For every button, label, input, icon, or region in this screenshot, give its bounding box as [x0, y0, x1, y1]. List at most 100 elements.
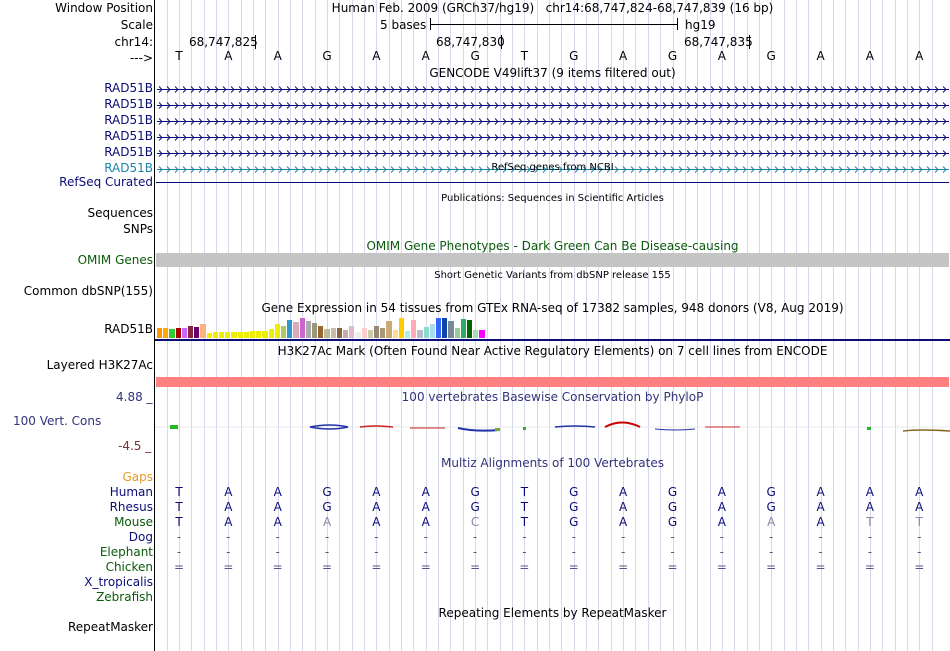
- gtex-tissue-bar[interactable]: [374, 326, 380, 338]
- gtex-tissue-bar[interactable]: [274, 324, 280, 338]
- gtex-tissue-bar[interactable]: [243, 332, 249, 338]
- gtex-tissue-bar[interactable]: [467, 320, 473, 338]
- gtex-tissue-bar[interactable]: [448, 321, 454, 338]
- dbsnp-label[interactable]: Common dbSNP(155): [23, 284, 153, 298]
- gtex-tissue-bar[interactable]: [175, 328, 181, 338]
- gencode-title[interactable]: GENCODE V49lift37 (9 items filtered out): [429, 66, 676, 80]
- gtex-tissue-bar[interactable]: [212, 332, 218, 338]
- repeatmasker-title[interactable]: Repeating Elements by RepeatMasker: [438, 606, 667, 620]
- gtex-tissue-bar[interactable]: [343, 330, 349, 338]
- gencode-transcript-label[interactable]: RAD51B: [104, 145, 153, 159]
- multiz-title[interactable]: Multiz Alignments of 100 Vertebrates: [440, 456, 665, 470]
- grid-line: [919, 0, 921, 651]
- multiz-species-label[interactable]: Human: [109, 485, 153, 499]
- gtex-tissue-bar[interactable]: [473, 330, 479, 338]
- gtex-title[interactable]: Gene Expression in 54 tissues from GTEx …: [261, 301, 844, 315]
- gtex-tissue-bar[interactable]: [355, 332, 361, 338]
- gtex-tissue-bar[interactable]: [287, 320, 293, 338]
- gencode-transcript-line[interactable]: [157, 84, 949, 95]
- gtex-tissue-bar[interactable]: [293, 322, 299, 338]
- gtex-tissue-bar[interactable]: [206, 333, 212, 338]
- gtex-tissue-bar[interactable]: [312, 323, 318, 338]
- gtex-tissue-bar[interactable]: [324, 329, 330, 338]
- gtex-tissue-bar[interactable]: [163, 328, 169, 338]
- gtex-tissue-bar[interactable]: [411, 320, 417, 338]
- gencode-transcript-line[interactable]: [157, 132, 949, 143]
- gtex-tissue-bar[interactable]: [305, 321, 311, 338]
- gtex-bar-chart[interactable]: [157, 318, 557, 338]
- gencode-transcript-label[interactable]: RAD51B: [104, 129, 153, 143]
- multiz-species-label[interactable]: Rhesus: [109, 500, 153, 514]
- gtex-tissue-bar[interactable]: [392, 330, 398, 338]
- gtex-tissue-bar[interactable]: [330, 328, 336, 338]
- gencode-transcript-line[interactable]: [157, 164, 949, 175]
- gtex-label[interactable]: RAD51B: [104, 322, 153, 336]
- gtex-tissue-bar[interactable]: [436, 318, 442, 338]
- gtex-tissue-bar[interactable]: [398, 318, 404, 338]
- gencode-transcript-line[interactable]: [157, 100, 949, 111]
- refseq-label[interactable]: RefSeq Curated: [59, 175, 153, 189]
- refseq-title[interactable]: RefSeq genes from NCBI: [491, 162, 614, 173]
- gencode-transcript-label[interactable]: RAD51B: [104, 97, 153, 111]
- gencode-transcript-label[interactable]: RAD51B: [104, 161, 153, 175]
- gtex-tissue-bar[interactable]: [386, 321, 392, 338]
- gtex-tissue-bar[interactable]: [188, 326, 194, 338]
- multiz-species-label[interactable]: Elephant: [99, 545, 153, 559]
- gtex-tissue-bar[interactable]: [225, 332, 231, 338]
- repeatmasker-label[interactable]: RepeatMasker: [67, 620, 153, 634]
- h3k27ac-label[interactable]: Layered H3K27Ac: [46, 358, 153, 372]
- omim-bar[interactable]: [156, 253, 949, 267]
- gtex-tissue-bar[interactable]: [256, 331, 262, 338]
- gtex-tissue-bar[interactable]: [429, 324, 435, 338]
- gtex-tissue-bar[interactable]: [361, 328, 367, 338]
- gtex-tissue-bar[interactable]: [454, 328, 460, 338]
- gtex-tissue-bar[interactable]: [380, 328, 386, 338]
- multiz-species-label[interactable]: Mouse: [114, 515, 153, 529]
- omim-title[interactable]: OMIM Gene Phenotypes - Dark Green Can Be…: [366, 239, 739, 253]
- h3k27ac-title[interactable]: H3K27Ac Mark (Often Found Near Active Re…: [277, 344, 828, 358]
- publications-label-sequences[interactable]: Sequences: [87, 206, 153, 220]
- gtex-tissue-bar[interactable]: [219, 332, 225, 338]
- gtex-tissue-bar[interactable]: [417, 330, 423, 338]
- multiz-species-label[interactable]: Zebrafish: [96, 590, 153, 604]
- gtex-tissue-bar[interactable]: [299, 318, 305, 338]
- gtex-tissue-bar[interactable]: [367, 330, 373, 338]
- refseq-gene-line[interactable]: [156, 182, 949, 183]
- gtex-tissue-bar[interactable]: [268, 329, 274, 338]
- phylop-label[interactable]: 100 Vert. Cons: [13, 414, 102, 428]
- gtex-tissue-bar[interactable]: [423, 327, 429, 338]
- gtex-tissue-bar[interactable]: [460, 319, 466, 338]
- multiz-species-label[interactable]: X_tropicalis: [84, 575, 153, 589]
- gtex-tissue-bar[interactable]: [442, 318, 448, 338]
- gencode-transcript-line[interactable]: [157, 116, 949, 127]
- phylop-title[interactable]: 100 vertebrates Basewise Conservation by…: [401, 390, 704, 404]
- gencode-transcript-line[interactable]: [157, 148, 949, 159]
- multiz-species-label[interactable]: Chicken: [105, 560, 153, 574]
- gtex-tissue-bar[interactable]: [405, 331, 411, 338]
- publications-title[interactable]: Publications: Sequences in Scientific Ar…: [441, 193, 664, 204]
- omim-label[interactable]: OMIM Genes: [77, 253, 153, 267]
- gtex-tissue-bar[interactable]: [157, 328, 163, 338]
- multiz-base: A: [224, 485, 233, 499]
- gtex-tissue-bar[interactable]: [349, 326, 355, 338]
- gencode-transcript-label[interactable]: RAD51B: [104, 81, 153, 95]
- gtex-tissue-bar[interactable]: [169, 329, 175, 338]
- gtex-tissue-bar[interactable]: [318, 326, 324, 338]
- h3k27ac-signal[interactable]: [156, 377, 949, 387]
- gtex-tissue-bar[interactable]: [281, 326, 287, 338]
- phylop-wiggle[interactable]: [155, 415, 950, 440]
- gtex-tissue-bar[interactable]: [231, 332, 237, 338]
- multiz-species-label[interactable]: Dog: [128, 530, 153, 544]
- gtex-tissue-bar[interactable]: [200, 324, 206, 338]
- gtex-tissue-bar[interactable]: [479, 330, 485, 338]
- gencode-transcript-label[interactable]: RAD51B: [104, 113, 153, 127]
- gtex-tissue-bar[interactable]: [262, 331, 268, 338]
- gtex-tissue-bar[interactable]: [237, 332, 243, 338]
- gtex-tissue-bar[interactable]: [194, 327, 200, 338]
- publications-label-snps[interactable]: SNPs: [123, 222, 153, 236]
- gtex-tissue-bar[interactable]: [336, 328, 342, 338]
- gtex-tissue-bar[interactable]: [250, 331, 256, 338]
- dbsnp-title[interactable]: Short Genetic Variants from dbSNP releas…: [434, 270, 671, 281]
- gtex-tissue-bar[interactable]: [181, 328, 187, 338]
